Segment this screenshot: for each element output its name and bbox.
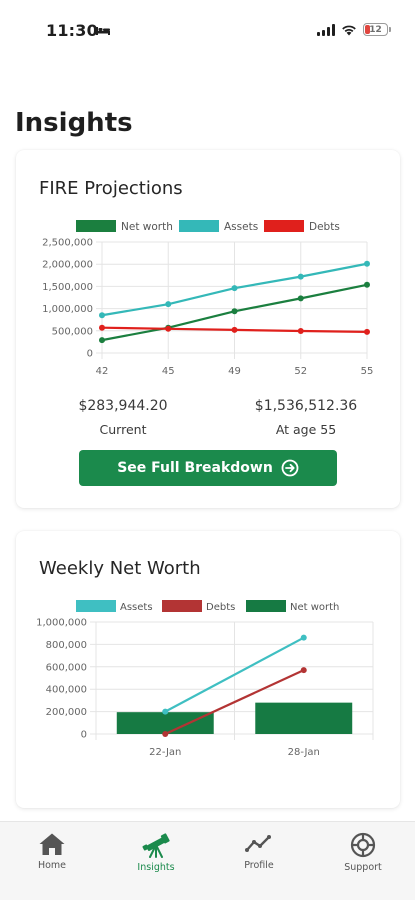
tab-support-label: Support <box>344 862 382 873</box>
weekly-legend-swatch <box>162 600 202 612</box>
fire-data-point <box>231 285 238 292</box>
target-net-worth-stat: $1,536,512.36 At age 55 <box>231 398 381 437</box>
tab-insights-label: Insights <box>137 862 175 873</box>
telescope-icon <box>142 833 170 858</box>
fire-y-tick-label: 0 <box>87 349 93 360</box>
fire-x-tick-label: 49 <box>228 366 241 377</box>
weekly-legend-swatch <box>76 600 116 612</box>
fire-data-point <box>99 312 105 319</box>
fire-x-tick-label: 42 <box>96 366 109 377</box>
tab-insights[interactable]: Insights <box>116 832 196 873</box>
fire-legend-label: Debts <box>309 221 340 233</box>
weekly-card-title: Weekly Net Worth <box>39 558 201 579</box>
fire-data-point <box>297 328 304 335</box>
weekly-legend-swatch <box>246 600 286 612</box>
weekly-chart-svg: 0 200,000 400,000 600,000 800,000 1,000,000 22… <box>36 600 374 758</box>
weekly-net-worth-bar <box>255 702 353 734</box>
lifebuoy-icon <box>350 832 376 858</box>
weekly-data-point <box>300 634 307 641</box>
weekly-data-point <box>162 731 169 737</box>
fire-legend-swatch <box>264 220 304 232</box>
fire-legend-label: Assets <box>224 221 258 233</box>
fire-data-point <box>364 260 370 267</box>
home-icon <box>39 833 65 855</box>
weekly-data-point <box>300 667 307 674</box>
fire-y-tick-label: 1,000,000 <box>42 304 93 315</box>
weekly-legend-label: Assets <box>120 602 153 613</box>
bottom-tab-bar: Home Insights Profile Support <box>0 821 415 900</box>
weekly-series-line <box>164 669 305 735</box>
weekly-x-tick-label: 28-Jan <box>288 747 320 758</box>
fire-data-point <box>165 301 172 308</box>
weekly-x-tick-label: 22-Jan <box>149 747 181 758</box>
fire-y-tick-label: 1,500,000 <box>42 282 93 293</box>
fire-chart-svg: 0 500,000 1,000,000 1,500,000 2,000,000 2,500… <box>42 220 374 377</box>
fire-data-point <box>165 325 172 332</box>
cellular-signal-icon <box>317 23 335 36</box>
fire-legend-swatch <box>76 220 116 232</box>
fire-legend-label: Net worth <box>121 221 173 233</box>
fire-data-point <box>99 337 105 344</box>
fire-data-point <box>231 308 238 315</box>
weekly-y-tick-label: 1,000,000 <box>36 618 87 629</box>
fire-x-tick-label: 52 <box>294 366 307 377</box>
battery-icon: 12 <box>363 23 388 36</box>
status-bar: 11:30 12 <box>0 0 415 60</box>
current-net-worth-stat: $283,944.20 Current <box>63 398 183 437</box>
tab-home-label: Home <box>37 860 67 871</box>
fire-data-point <box>364 328 370 335</box>
fire-data-point <box>99 324 105 331</box>
target-value: $1,536,512.36 <box>254 398 358 414</box>
battery-level: 12 <box>369 24 382 35</box>
tab-profile[interactable]: Profile <box>219 832 299 871</box>
tab-support[interactable]: Support <box>323 832 403 873</box>
current-value: $283,944.20 <box>78 398 168 414</box>
page-title: Insights <box>15 108 133 138</box>
arrow-right-circle-icon <box>281 459 299 477</box>
status-time: 11:30 <box>46 21 98 40</box>
weekly-net-worth-bar <box>116 712 214 734</box>
target-label: At age 55 <box>275 422 337 437</box>
weekly-legend-label: Debts <box>206 602 235 613</box>
fire-data-point <box>231 326 238 333</box>
weekly-y-tick-label: 200,000 <box>46 707 87 718</box>
fire-data-point <box>297 295 304 302</box>
fire-projections-card: FIRE Projections 0 500,000 1,000,000 1,500,… <box>16 150 400 508</box>
tab-home[interactable]: Home <box>12 832 92 871</box>
weekly-data-point <box>162 708 169 715</box>
fire-y-tick-label: 2,000,000 <box>42 260 93 271</box>
sleep-focus-icon <box>96 27 110 35</box>
weekly-y-tick-label: 600,000 <box>46 662 87 673</box>
weekly-y-tick-label: 800,000 <box>46 640 87 651</box>
tab-profile-label: Profile <box>244 860 274 871</box>
weekly-y-tick-label: 400,000 <box>46 685 87 696</box>
wifi-icon <box>342 25 356 35</box>
line-chart-icon <box>245 835 271 852</box>
breakdown-button-label: See Full Breakdown <box>117 460 273 476</box>
weekly-net-worth-card: Weekly Net Worth 0 200,000 400,000 600,000 8… <box>16 531 400 808</box>
fire-x-tick-label: 45 <box>162 366 175 377</box>
fire-data-point <box>364 281 370 288</box>
fire-card-title: FIRE Projections <box>39 178 183 199</box>
see-full-breakdown-button[interactable]: See Full Breakdown <box>79 450 337 486</box>
fire-data-point <box>297 273 304 280</box>
weekly-legend-label: Net worth <box>290 602 339 613</box>
fire-legend-swatch <box>179 220 219 232</box>
weekly-y-tick-label: 0 <box>81 730 87 741</box>
current-label: Current <box>99 422 147 437</box>
fire-y-tick-label: 500,000 <box>52 326 93 337</box>
fire-y-tick-label: 2,500,000 <box>42 238 93 249</box>
weekly-series-line <box>164 636 305 713</box>
fire-x-tick-label: 55 <box>361 366 374 377</box>
